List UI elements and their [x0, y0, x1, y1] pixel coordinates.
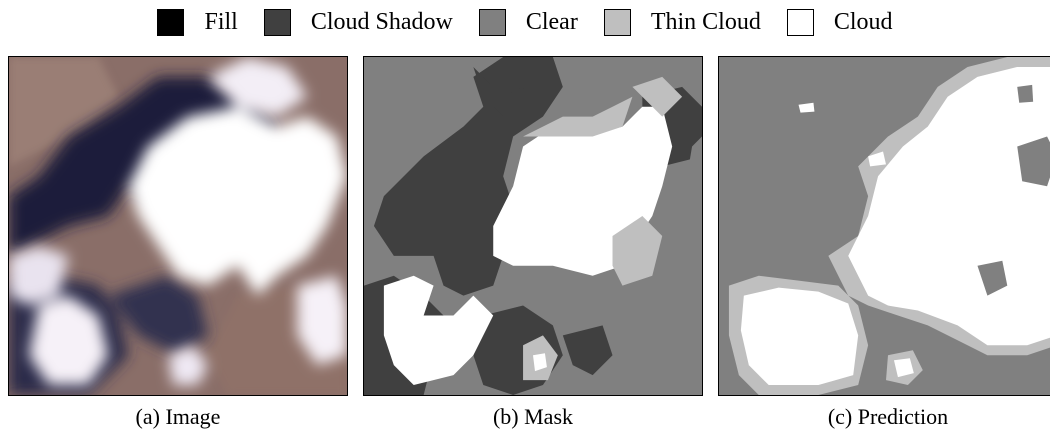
caption-prediction: (c) Prediction	[827, 404, 949, 429]
legend-swatch-clear	[478, 8, 506, 36]
legend-label-cloud: Cloud	[833, 8, 893, 35]
satellite-image	[9, 57, 347, 395]
legend-label-clear: Clear	[525, 8, 578, 35]
legend-swatch-cloud	[786, 8, 814, 36]
legend-item-cloud: Cloud	[786, 8, 893, 36]
legend-label-thin-cloud: Thin Cloud	[650, 8, 761, 35]
caption-mask: (b) Mask	[492, 404, 574, 429]
legend-label-fill: Fill	[204, 8, 238, 35]
legend-item-clear: Clear	[478, 8, 578, 36]
panel-image	[8, 56, 348, 396]
legend-swatch-cloud-shadow	[263, 8, 291, 36]
legend-item-cloud-shadow: Cloud Shadow	[263, 8, 453, 36]
panel-mask	[363, 56, 703, 396]
caption-image: (a) Image	[135, 404, 221, 429]
legend-item-fill: Fill	[157, 8, 238, 36]
legend-label-cloud-shadow: Cloud Shadow	[310, 8, 453, 35]
mask-image	[364, 57, 702, 395]
legend-swatch-fill	[157, 8, 185, 36]
legend: Fill Cloud Shadow Clear Thin Cloud Cloud	[0, 4, 1050, 40]
prediction-image	[719, 57, 1050, 395]
legend-item-thin-cloud: Thin Cloud	[603, 8, 761, 36]
legend-swatch-thin-cloud	[603, 8, 631, 36]
panel-prediction	[718, 56, 1050, 396]
